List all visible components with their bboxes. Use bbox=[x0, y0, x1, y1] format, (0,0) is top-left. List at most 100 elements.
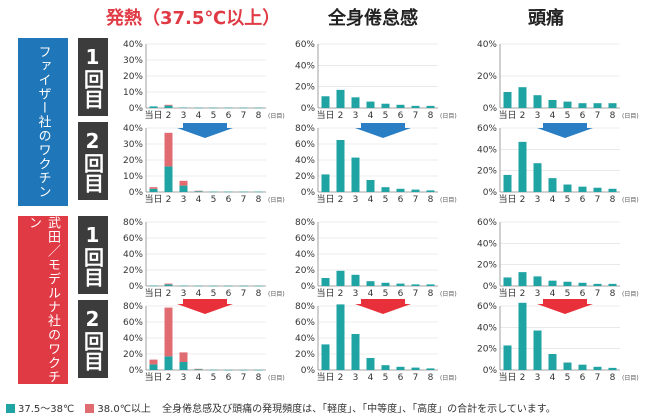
x-tick-label: 2 bbox=[520, 373, 526, 383]
x-tick-label: 3 bbox=[353, 195, 359, 205]
x-tick-label: 3 bbox=[535, 289, 541, 299]
y-tick-label: 40% bbox=[477, 40, 497, 50]
x-unit-label: (日目) bbox=[440, 197, 457, 204]
y-tick-label: 60% bbox=[477, 302, 497, 312]
x-tick-label: 8 bbox=[610, 289, 616, 299]
x-tick-label: 4 bbox=[368, 289, 374, 299]
x-tick-label: 8 bbox=[428, 373, 434, 383]
bar bbox=[336, 304, 345, 370]
bar bbox=[426, 284, 435, 286]
x-tick-label: 4 bbox=[368, 373, 374, 383]
x-unit-label: (日目) bbox=[622, 113, 639, 120]
x-tick-label: 3 bbox=[181, 289, 187, 299]
bar-mild bbox=[194, 369, 203, 370]
x-tick-label: 6 bbox=[580, 111, 586, 121]
x-unit-label: (日目) bbox=[622, 375, 639, 382]
bar bbox=[533, 276, 542, 286]
y-tick-label: 10% bbox=[123, 172, 143, 182]
bar bbox=[533, 95, 542, 108]
bar bbox=[321, 96, 330, 108]
bar bbox=[548, 354, 557, 370]
x-unit-label: (日目) bbox=[268, 113, 285, 120]
x-tick-label: 4 bbox=[368, 195, 374, 205]
bar bbox=[381, 187, 390, 192]
bar-mild bbox=[224, 107, 233, 109]
bar-mild bbox=[224, 191, 233, 193]
x-tick-label: 3 bbox=[535, 195, 541, 205]
bar-high bbox=[164, 283, 173, 285]
bar bbox=[533, 330, 542, 370]
x-unit-label: (日目) bbox=[440, 291, 457, 298]
y-tick-label: 80% bbox=[123, 218, 143, 228]
legend: 37.5～38℃ 38.0℃以上 全身倦怠感及び頭痛の発現頻度は、「軽度」、「中… bbox=[6, 400, 556, 415]
x-tick-label: 7 bbox=[595, 111, 601, 121]
x-tick-label: 当日 bbox=[144, 109, 162, 121]
y-tick-label: 60% bbox=[123, 234, 143, 244]
x-unit-label: (日目) bbox=[622, 197, 639, 204]
bar-mild bbox=[149, 364, 158, 370]
x-tick-label: 5 bbox=[211, 111, 217, 121]
x-tick-label: 7 bbox=[241, 195, 247, 205]
y-tick-label: 60% bbox=[295, 234, 315, 244]
x-tick-label: 4 bbox=[550, 111, 556, 121]
pfizer-dose1-headache-chart: 0% 20% 40% 当日 2 3 4 5 6 7 8 (日目) bbox=[477, 40, 639, 121]
x-tick-label: 7 bbox=[413, 111, 419, 121]
x-tick-label: 4 bbox=[196, 111, 202, 121]
bar-mild bbox=[209, 369, 218, 371]
x-tick-label: 8 bbox=[256, 111, 262, 121]
y-tick-label: 40% bbox=[477, 145, 497, 155]
y-tick-label: 40% bbox=[123, 124, 143, 134]
x-tick-label: 当日 bbox=[498, 287, 516, 299]
bar bbox=[548, 100, 557, 108]
bar-mild bbox=[254, 369, 263, 371]
x-tick-label: 当日 bbox=[316, 287, 334, 299]
bar-mild bbox=[194, 285, 203, 287]
y-tick-label: 40% bbox=[123, 334, 143, 344]
bar bbox=[578, 186, 587, 192]
y-tick-label: 20% bbox=[477, 261, 497, 271]
x-tick-label: 当日 bbox=[498, 109, 516, 121]
bar bbox=[381, 103, 390, 108]
bar-mild bbox=[179, 285, 188, 287]
bar bbox=[578, 364, 587, 370]
bar bbox=[351, 157, 360, 192]
bar bbox=[503, 92, 512, 108]
bar bbox=[548, 178, 557, 192]
x-tick-label: 7 bbox=[241, 111, 247, 121]
bar-mild bbox=[209, 285, 218, 287]
bar bbox=[351, 274, 360, 286]
moderna-dose2-label: 2回目 bbox=[78, 300, 108, 378]
bar-mild bbox=[149, 188, 158, 192]
x-unit-label: (日目) bbox=[622, 291, 639, 298]
y-tick-label: 20% bbox=[295, 83, 315, 93]
bar bbox=[411, 105, 420, 108]
bar bbox=[336, 89, 345, 108]
x-tick-label: 2 bbox=[166, 195, 172, 205]
x-tick-label: 3 bbox=[535, 373, 541, 383]
y-tick-label: 20% bbox=[477, 167, 497, 177]
x-tick-label: 2 bbox=[338, 373, 344, 383]
bar bbox=[503, 345, 512, 370]
down-arrow-icon bbox=[355, 299, 411, 314]
y-tick-label: 30% bbox=[123, 56, 143, 66]
y-tick-label: 40% bbox=[295, 156, 315, 166]
bar bbox=[608, 283, 617, 286]
y-tick-label: 20% bbox=[123, 72, 143, 82]
x-tick-label: 6 bbox=[226, 195, 232, 205]
x-tick-label: 5 bbox=[211, 373, 217, 383]
x-tick-label: 当日 bbox=[316, 193, 334, 205]
y-tick-label: 40% bbox=[477, 239, 497, 249]
x-tick-label: 5 bbox=[565, 373, 571, 383]
bar-high bbox=[164, 307, 173, 357]
y-tick-label: 40% bbox=[295, 334, 315, 344]
y-tick-label: 0% bbox=[129, 282, 144, 292]
bar bbox=[396, 104, 405, 108]
x-tick-label: 2 bbox=[338, 289, 344, 299]
x-tick-label: 6 bbox=[398, 111, 404, 121]
x-tick-label: 5 bbox=[565, 289, 571, 299]
bar-mild bbox=[254, 285, 263, 287]
bar bbox=[381, 365, 390, 370]
x-tick-label: 5 bbox=[383, 289, 389, 299]
x-tick-label: 4 bbox=[550, 289, 556, 299]
bar bbox=[608, 367, 617, 370]
